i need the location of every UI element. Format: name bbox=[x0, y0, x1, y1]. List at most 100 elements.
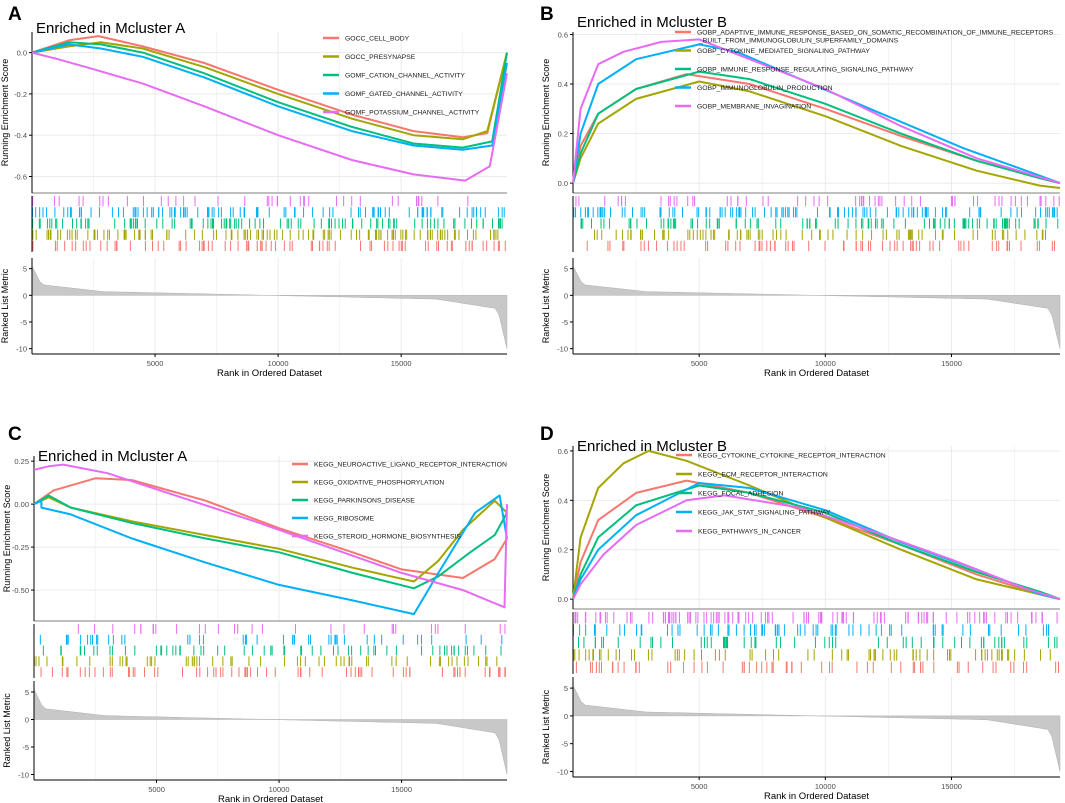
es-line-blue bbox=[572, 43, 1061, 185]
es-line-magenta bbox=[33, 463, 508, 609]
es-ylabel: Running Enrichment Score bbox=[0, 59, 10, 167]
es-ytick-label: 0.6 bbox=[558, 30, 568, 39]
es-line-magenta bbox=[572, 38, 1061, 185]
ranked-metric-area bbox=[572, 265, 1061, 349]
es-ylabel: Running Enrichment Score bbox=[2, 485, 12, 593]
hit-ticks-olive bbox=[573, 649, 1051, 661]
es-ytick-label: 0.0 bbox=[558, 179, 568, 188]
metric-ytick-label: -5 bbox=[561, 740, 568, 749]
legend-label: KEGG_CYTOKINE_CYTOKINE_RECEPTOR_INTERACT… bbox=[698, 453, 886, 460]
xtick-label: 15000 bbox=[391, 785, 412, 794]
legend-label: KEGG_JAK_STAT_SIGNALING_PATHWAY bbox=[698, 510, 831, 517]
ranked-metric-area bbox=[31, 265, 508, 349]
panel-b: B 0.0 0.2 0.4 0.6 Running Enrichment Score Enr… bbox=[540, 4, 1061, 379]
metric-ytick-label: -10 bbox=[18, 771, 29, 780]
metric-ytick-label: -5 bbox=[20, 318, 27, 327]
es-line-red bbox=[33, 477, 508, 579]
legend-label: KEGG_STEROID_HORMONE_BIOSYNTHESIS bbox=[314, 534, 461, 541]
panel-label: C bbox=[8, 424, 22, 445]
metric-ylabel: Ranked List Metric bbox=[541, 689, 551, 764]
metric-ytick-label: -10 bbox=[557, 767, 568, 776]
panel-label: D bbox=[540, 424, 554, 445]
hit-ticks-blue bbox=[573, 207, 1058, 218]
hit-ticks-blue bbox=[32, 207, 505, 218]
es-line-olive bbox=[572, 449, 1061, 601]
hit-ticks-magenta bbox=[32, 196, 469, 207]
hit-ticks-red bbox=[575, 661, 1060, 673]
es-ytick-label: -0.4 bbox=[14, 131, 27, 140]
es-line-magenta bbox=[31, 51, 508, 182]
legend-label: GOCC_CELL_BODY bbox=[345, 36, 410, 43]
metric-ytick-label: 5 bbox=[564, 265, 568, 274]
metric-ylabel: Ranked List Metric bbox=[2, 693, 12, 768]
metric-ytick-label: -5 bbox=[561, 318, 568, 327]
xlabel: Rank in Ordered Dataset bbox=[217, 368, 322, 379]
xtick-label: 10000 bbox=[269, 785, 290, 794]
es-line-green bbox=[31, 41, 508, 149]
chart-title: Enriched in Mcluster B bbox=[577, 14, 727, 31]
hit-ticks-magenta bbox=[575, 196, 1060, 207]
ranked-metric-area bbox=[572, 685, 1061, 772]
es-ytick-label: 0.0 bbox=[558, 595, 568, 604]
es-ylabel: Running Enrichment Score bbox=[541, 59, 551, 167]
es-ytick-label: -0.6 bbox=[14, 172, 27, 181]
es-line-blue bbox=[31, 43, 508, 151]
metric-ytick-label: 0 bbox=[564, 712, 568, 721]
es-ytick-label: 0.2 bbox=[558, 546, 568, 555]
legend-label: GOBP_ADAPTIVE_IMMUNE_RESPONSE_BASED_ON_S… bbox=[697, 30, 1054, 45]
legend-label: KEGG_FOCAL_ADHESION bbox=[698, 491, 783, 498]
metric-ytick-label: 5 bbox=[25, 688, 29, 697]
hit-ticks-magenta bbox=[77, 624, 506, 634]
es-line-green bbox=[33, 494, 508, 590]
legend-label-line: GOBP_ADAPTIVE_IMMUNE_RESPONSE_BASED_ON_S… bbox=[697, 30, 1054, 37]
es-ylabel: Running Enrichment Score bbox=[541, 474, 551, 582]
metric-ytick-label: -5 bbox=[22, 743, 29, 752]
xtick-label: 5000 bbox=[691, 359, 708, 368]
metric-ytick-label: -10 bbox=[16, 345, 27, 354]
legend-label: KEGG_OXIDATIVE_PHOSPHORYLATION bbox=[314, 480, 444, 487]
hit-ticks-olive bbox=[32, 229, 499, 240]
xtick-label: 10000 bbox=[815, 359, 836, 368]
es-line-green bbox=[572, 70, 1061, 185]
es-line-red bbox=[31, 35, 508, 139]
legend-label: GOMF_GATED_CHANNEL_ACTIVITY bbox=[345, 91, 463, 98]
chart-title: Enriched in Mcluster A bbox=[38, 448, 187, 465]
hit-ticks-olive bbox=[593, 229, 1047, 240]
metric-ytick-label: -10 bbox=[557, 345, 568, 354]
legend-label: GOBP_IMMUNOGLOBULIN_PRODUCTION bbox=[697, 85, 833, 92]
es-ytick-label: -0.2 bbox=[14, 90, 27, 99]
legend-label: KEGG_PATHWAYS_IN_CANCER bbox=[698, 529, 801, 536]
panel-a: A -0.6 -0.4 -0.2 0.0 Running Enrichment Score… bbox=[0, 4, 508, 379]
ranked-metric-area bbox=[33, 689, 508, 775]
panel-c: C -0.50 -0.25 0.00 0.25 Running Enrichment Sc… bbox=[2, 424, 508, 803]
es-line-magenta bbox=[572, 494, 1061, 601]
legend-label: GOMF_POTASSIUM_CHANNEL_ACTIVITY bbox=[345, 110, 480, 117]
hit-ticks-red bbox=[40, 667, 506, 677]
chart-title: Enriched in Mcluster A bbox=[36, 20, 185, 37]
legend-label: KEGG_RIBOSOME bbox=[314, 516, 375, 523]
metric-ylabel: Ranked List Metric bbox=[0, 268, 10, 343]
hit-ticks-green bbox=[32, 218, 503, 229]
panel-label: B bbox=[540, 4, 554, 25]
legend-label: KEGG_ECM_RECEPTOR_INTERACTION bbox=[698, 472, 828, 479]
xtick-label: 5000 bbox=[691, 782, 708, 791]
hit-ticks-red bbox=[32, 240, 506, 251]
hit-ticks-green bbox=[580, 218, 1059, 229]
metric-ytick-label: 0 bbox=[25, 716, 29, 725]
hit-ticks-red bbox=[586, 240, 1055, 251]
legend-label: KEGG_NEUROACTIVE_LIGAND_RECEPTOR_INTERAC… bbox=[314, 462, 507, 469]
hit-ticks-blue bbox=[573, 624, 1050, 636]
es-ytick-label: 0.25 bbox=[14, 457, 29, 466]
hit-ticks-blue bbox=[39, 634, 503, 645]
metric-ytick-label: 5 bbox=[564, 684, 568, 693]
xtick-label: 15000 bbox=[941, 782, 962, 791]
legend-label: GOBP_IMMUNE_RESPONSE_REGULATING_SIGNALIN… bbox=[697, 67, 914, 74]
metric-ytick-label: 5 bbox=[23, 265, 27, 274]
legend-label: KEGG_PARKINSONS_DISEASE bbox=[314, 498, 415, 505]
panel-d: D 0.0 0.2 0.4 0.6 Running Enrichment Score Enr… bbox=[540, 424, 1061, 802]
xtick-label: 10000 bbox=[268, 359, 289, 368]
es-ytick-label: 0.4 bbox=[558, 80, 568, 89]
es-line-olive bbox=[572, 80, 1061, 189]
xtick-label: 15000 bbox=[391, 359, 412, 368]
